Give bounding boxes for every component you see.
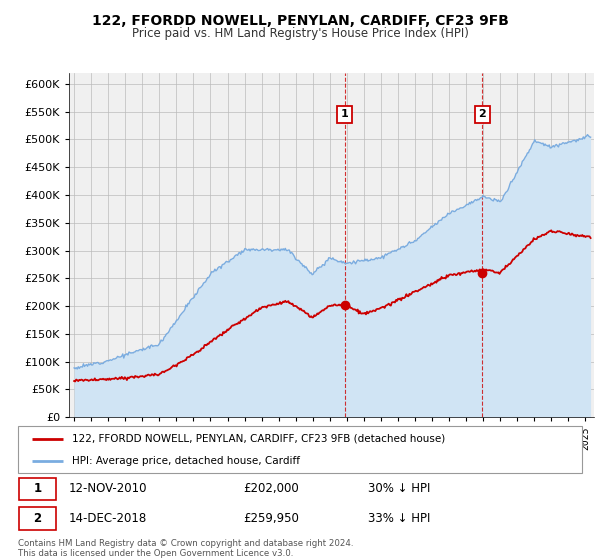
Text: 2: 2 <box>478 109 486 119</box>
Text: 30% ↓ HPI: 30% ↓ HPI <box>368 482 430 496</box>
Text: Price paid vs. HM Land Registry's House Price Index (HPI): Price paid vs. HM Land Registry's House … <box>131 27 469 40</box>
Text: £259,950: £259,950 <box>244 512 299 525</box>
Text: 122, FFORDD NOWELL, PENYLAN, CARDIFF, CF23 9FB (detached house): 122, FFORDD NOWELL, PENYLAN, CARDIFF, CF… <box>71 434 445 444</box>
Text: 33% ↓ HPI: 33% ↓ HPI <box>368 512 430 525</box>
Text: 122, FFORDD NOWELL, PENYLAN, CARDIFF, CF23 9FB: 122, FFORDD NOWELL, PENYLAN, CARDIFF, CF… <box>92 14 508 28</box>
Text: 1: 1 <box>341 109 349 119</box>
Text: Contains HM Land Registry data © Crown copyright and database right 2024.
This d: Contains HM Land Registry data © Crown c… <box>18 539 353 558</box>
Text: 1: 1 <box>34 482 41 496</box>
Text: 14-DEC-2018: 14-DEC-2018 <box>69 512 147 525</box>
Text: HPI: Average price, detached house, Cardiff: HPI: Average price, detached house, Card… <box>71 456 299 466</box>
FancyBboxPatch shape <box>19 507 56 530</box>
FancyBboxPatch shape <box>19 478 56 500</box>
Text: 2: 2 <box>34 512 41 525</box>
Text: £202,000: £202,000 <box>244 482 299 496</box>
Text: 12-NOV-2010: 12-NOV-2010 <box>69 482 147 496</box>
